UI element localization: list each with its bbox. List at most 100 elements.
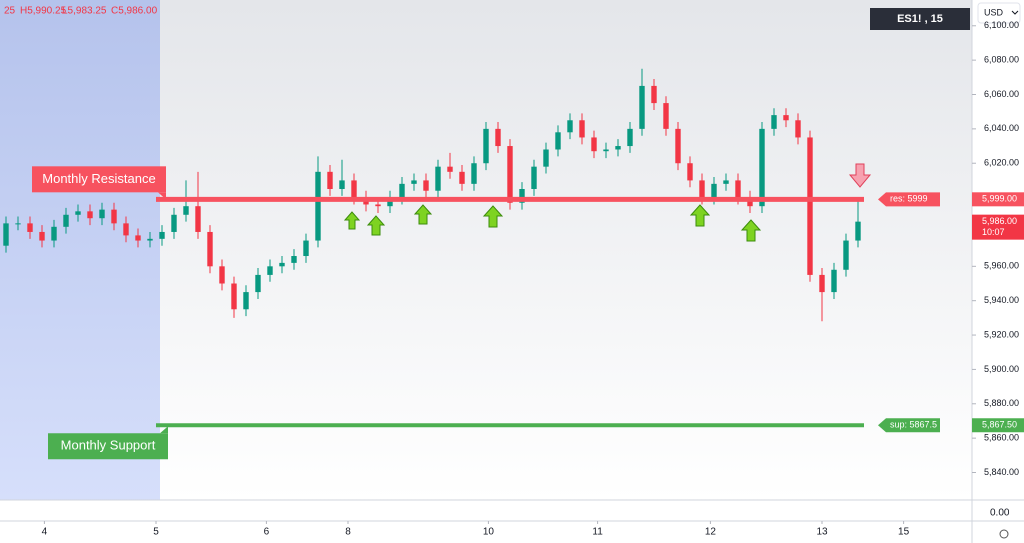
up-arrow — [482, 205, 504, 228]
level-label-box — [48, 433, 168, 460]
candle-body — [39, 231, 45, 241]
candle-body — [15, 223, 21, 225]
candle-body — [771, 115, 777, 129]
candle-body — [51, 226, 57, 241]
candle-body — [255, 274, 261, 293]
x-tick-label: 15 — [898, 527, 910, 538]
candle-body — [447, 166, 453, 172]
candle-body — [543, 149, 549, 167]
candle-body — [507, 146, 513, 203]
candle-body — [615, 146, 621, 150]
candle-body — [207, 231, 213, 267]
level-label-pointer — [160, 426, 168, 434]
symbol: ES1! , 15 — [897, 13, 943, 25]
candle-body — [327, 171, 333, 190]
candle-body — [627, 128, 633, 147]
candle-body — [807, 137, 813, 275]
level-label: Monthly Support — [61, 438, 156, 453]
up-arrow — [413, 204, 433, 225]
candle-body — [519, 189, 525, 203]
x-tick-label: 13 — [816, 527, 828, 538]
down-arrow — [848, 163, 872, 188]
ohlc-header: C5,986.00 — [111, 6, 158, 17]
candle-body — [591, 137, 597, 152]
candle-body — [531, 166, 537, 190]
candle-body — [675, 128, 681, 164]
x-tick-label: 4 — [42, 527, 48, 538]
ohlc-header: L5,983.25 — [62, 6, 107, 17]
candle-body — [375, 204, 381, 207]
x-tick-label: 10 — [483, 527, 495, 538]
candle-body — [471, 163, 477, 184]
y-tick-label: 6,020.00 — [984, 158, 1019, 168]
y-tick-label: 5,940.00 — [984, 295, 1019, 305]
level-label-pointer — [158, 192, 166, 200]
candle-body — [651, 85, 657, 104]
candle-body — [723, 180, 729, 184]
dropdown-icon[interactable] — [1011, 10, 1019, 15]
candle-body — [459, 171, 465, 184]
currency[interactable]: USD — [984, 7, 1004, 17]
candle-body — [279, 262, 285, 267]
y-tick-label: 6,060.00 — [984, 89, 1019, 99]
candle-body — [111, 209, 117, 224]
x-tick-label: 11 — [592, 527, 603, 538]
candle-body — [483, 128, 489, 164]
level-axis-box — [972, 418, 1024, 433]
candle-body — [579, 120, 585, 138]
last-price: 5,986.00 — [982, 216, 1017, 226]
candle-body — [435, 166, 441, 191]
level-axis-box — [972, 192, 1024, 207]
y-tick-label: 5,920.00 — [984, 329, 1019, 339]
candle-body — [219, 266, 225, 284]
level-tag-box — [878, 192, 940, 207]
candle-body — [303, 240, 309, 257]
candle-body — [267, 266, 273, 275]
level-label-box — [32, 166, 166, 193]
candle-body — [819, 274, 825, 293]
candle-body — [831, 269, 837, 293]
candle-body — [63, 214, 69, 227]
candle-body — [291, 256, 297, 263]
level-label: Monthly Resistance — [42, 171, 155, 186]
candle-body — [663, 103, 669, 129]
candle-body — [495, 128, 501, 147]
last-price-box — [972, 214, 1024, 240]
candle-body — [795, 120, 801, 138]
y-tick-label: 6,040.00 — [984, 123, 1019, 133]
y-tick-label: 5,880.00 — [984, 398, 1019, 408]
candle-body — [747, 197, 753, 207]
level-axis-label: 5,999.00 — [982, 194, 1017, 204]
candle-body — [711, 183, 717, 198]
candle-body — [567, 120, 573, 133]
candle-body — [555, 132, 561, 150]
settings-icon[interactable] — [999, 529, 1009, 539]
candle-body — [339, 180, 345, 190]
candle-body — [27, 223, 33, 232]
y-tick-label: 5,860.00 — [984, 433, 1019, 443]
level-tag: res: 5999 — [890, 194, 928, 204]
candle-body — [231, 283, 237, 310]
candle-body — [147, 238, 153, 241]
candle-body — [603, 149, 609, 152]
countdown: 10:07 — [982, 227, 1005, 237]
up-arrow — [689, 204, 711, 227]
candle-body — [411, 180, 417, 184]
candle-body — [87, 211, 93, 219]
candle-body — [195, 206, 201, 232]
candle-body — [759, 128, 765, 207]
currency-button[interactable] — [977, 2, 1021, 24]
candle-body — [687, 163, 693, 181]
up-arrow — [740, 219, 762, 242]
candle-body — [183, 206, 189, 215]
level-tag: sup: 5867.5 — [890, 420, 937, 430]
annotations — [343, 163, 872, 242]
y-tick-label: 5,840.00 — [984, 467, 1019, 477]
candle-body — [135, 235, 141, 241]
candle-body — [639, 85, 645, 129]
price-axis — [972, 0, 1024, 543]
candle-body — [243, 292, 249, 310]
x-tick-label: 5 — [153, 527, 159, 538]
candle-body — [159, 231, 165, 239]
candle-body — [3, 223, 9, 246]
